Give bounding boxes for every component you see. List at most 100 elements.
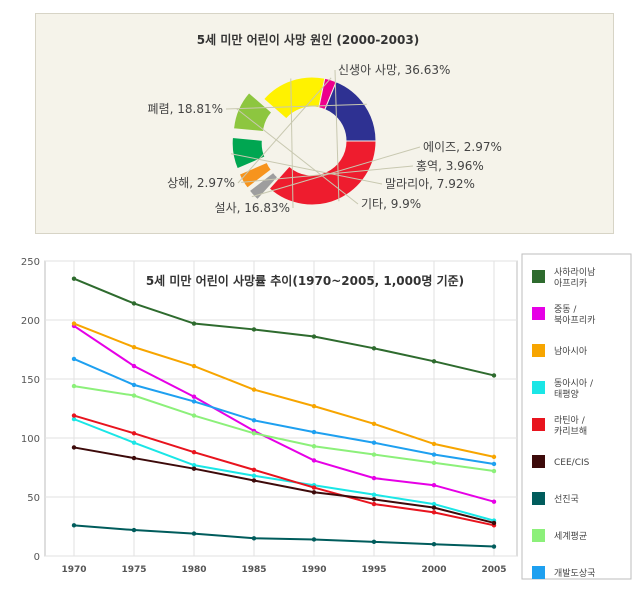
series-line [73,418,495,522]
data-point [191,321,197,326]
data-point [311,537,317,542]
data-point [191,449,197,455]
y-tick-label: 50 [27,493,40,504]
data-point [431,359,437,364]
donut-slice-label: 말라리아, 7.92% [385,177,475,191]
data-point [131,301,137,306]
data-point [71,523,77,528]
legend-swatch [532,381,545,394]
series-line [73,277,495,377]
x-tick-label: 1985 [241,565,266,575]
data-point [431,452,437,457]
data-point [71,276,77,281]
line-chart-title: 5세 미만 어린이 사망률 추이(1970~2005, 1,000명 기준) [146,273,464,288]
legend-label: 사하라이남 아프리카 [554,267,595,289]
data-point [251,327,257,332]
data-point [131,455,137,461]
legend-swatch [532,566,545,579]
legend-label: 중동 / 북아프리카 [554,304,595,326]
donut-leader-line [237,77,332,184]
legend-swatch [532,529,545,542]
data-point [431,460,437,465]
data-point [311,490,317,495]
data-point [131,344,137,350]
donut-slice-label: 기타, 9.9% [361,197,421,211]
data-point [251,431,257,436]
legend-label: 세계평균 [554,530,587,542]
donut-slice-label: 홍역, 3.96% [416,159,484,173]
legend-label: 남아시아 [554,346,588,357]
y-tick-label: 0 [34,552,40,563]
legend-swatch [532,344,545,357]
legend-swatch [532,455,545,468]
y-tick-label: 250 [21,257,40,268]
data-point [131,382,137,388]
donut-leader-line [290,78,294,209]
donut-chart-title: 5세 미만 어린이 사망 원인 (2000-2003) [197,32,419,47]
plot-area [44,260,518,557]
data-point [71,445,77,450]
x-tick-label: 1980 [181,565,206,575]
series-line [73,524,495,548]
data-point [191,394,197,399]
data-point [491,461,497,467]
data-point [311,485,317,490]
legend-label: 동아시아 / 태평양 [554,378,594,400]
data-point [431,501,437,507]
x-tick-label: 2000 [421,565,446,575]
data-point [191,466,197,471]
data-point [131,393,137,398]
data-point [491,373,497,378]
data-point [371,497,377,502]
data-point [371,475,377,481]
donut-slice-label: 설사, 16.83% [215,201,290,215]
x-tick-label: 1990 [301,565,326,575]
data-point [311,403,317,409]
donut-slice [268,140,377,206]
data-point [71,413,77,418]
legend-swatch [532,492,545,505]
data-point [251,467,257,473]
series-line [73,414,495,527]
legend-label: 라틴아 / 카리브해 [554,415,587,437]
data-point [251,478,257,483]
line-chart: 0 50 100 150 200 250 1970 1975 1980 1985 1990 1995… [21,253,632,580]
data-point [371,501,377,507]
data-point [191,399,197,404]
data-point [191,531,197,536]
series-line [73,358,495,465]
data-point [131,363,137,369]
data-point [371,421,377,427]
data-point [251,536,257,541]
data-point [71,383,77,389]
donut-leader-line [334,69,340,202]
data-point [371,539,377,545]
donut-slice [262,76,326,120]
data-point [131,440,137,445]
data-point [431,483,437,488]
data-point [431,505,437,510]
donut-slice-label: 폐렴, 18.81% [148,102,223,116]
legend-label: CEE/CIS [554,458,590,468]
data-point [311,334,317,339]
donut-chart-panel: 5세 미만 어린이 사망 원인 (2000-2003) 신생아 사망, 36.6… [35,13,614,234]
donut-leader-line [225,103,367,110]
donut-slice [233,92,273,133]
x-tick-label: 1970 [61,565,86,575]
data-point [431,542,437,547]
donut-leader-line [230,153,383,185]
data-point [371,492,377,497]
data-point [491,520,497,526]
legend-swatch [532,307,545,320]
data-point [191,413,197,418]
donut-slice-label: 에이즈, 2.97% [423,140,502,154]
legend-swatch [532,418,545,431]
data-point [311,429,317,435]
series-line [73,446,495,524]
series-line [73,322,495,458]
donut-slice-label: 신생아 사망, 36.63% [338,63,450,77]
data-point [431,510,437,515]
data-point [311,458,317,463]
data-point [71,321,77,326]
legend-label: 선진국 [554,494,579,505]
